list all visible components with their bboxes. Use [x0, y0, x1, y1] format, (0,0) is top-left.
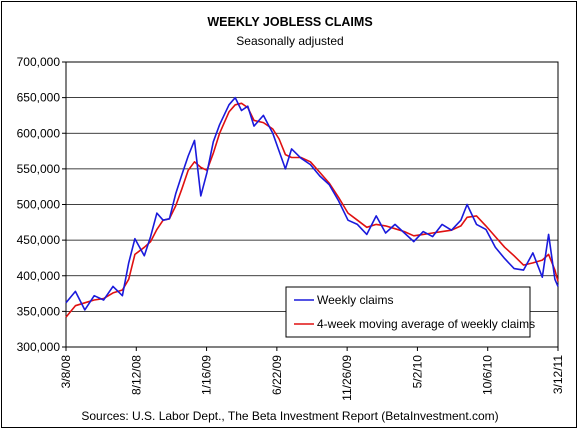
plot-area: [65, 61, 559, 348]
y-tick-label: 300,000: [17, 340, 61, 354]
gridlines: [66, 97, 558, 312]
x-tick-label: 5/2/10: [410, 355, 424, 389]
series-line-weekly: [65, 96, 559, 311]
x-tick-label: 3/12/11: [551, 355, 565, 394]
y-axis-ticks: 300,000 350,000 400,000 450,000 500,000 550,0…: [17, 55, 66, 354]
x-axis-ticks: 3/8/08 8/12/08 1/16/09 6/22/09 11/26/09 5/2/1…: [59, 347, 565, 401]
y-tick-label: 650,000: [17, 91, 61, 105]
series-line-average: [65, 102, 559, 318]
y-tick-label: 550,000: [17, 162, 61, 176]
x-tick-label: 1/16/09: [200, 355, 214, 395]
x-tick-label: 8/12/08: [129, 355, 143, 395]
y-tick-label: 450,000: [17, 233, 61, 247]
legend-label-weekly: Weekly claims: [317, 293, 393, 307]
y-tick-label: 600,000: [17, 126, 61, 140]
chart-title: WEEKLY JOBLESS CLAIMS: [207, 15, 372, 29]
chart-subtitle: Seasonally adjusted: [236, 34, 343, 48]
legend-box: [285, 286, 531, 338]
x-tick-label: 6/22/09: [270, 355, 284, 395]
y-tick-label: 700,000: [17, 55, 61, 69]
x-tick-label: 11/26/09: [340, 355, 354, 401]
y-tick-label: 500,000: [17, 198, 61, 212]
x-tick-label: 10/6/10: [481, 355, 495, 395]
legend-label-average: 4-week moving average of weekly claims: [317, 317, 535, 331]
source-note: Sources: U.S. Labor Dept., The Beta Inve…: [81, 409, 498, 423]
legend: Weekly claims 4-week moving average of w…: [285, 286, 535, 338]
series-group: [65, 96, 559, 318]
y-tick-label: 350,000: [17, 304, 61, 318]
x-tick-label: 3/8/08: [59, 355, 73, 389]
y-tick-label: 400,000: [17, 269, 61, 283]
